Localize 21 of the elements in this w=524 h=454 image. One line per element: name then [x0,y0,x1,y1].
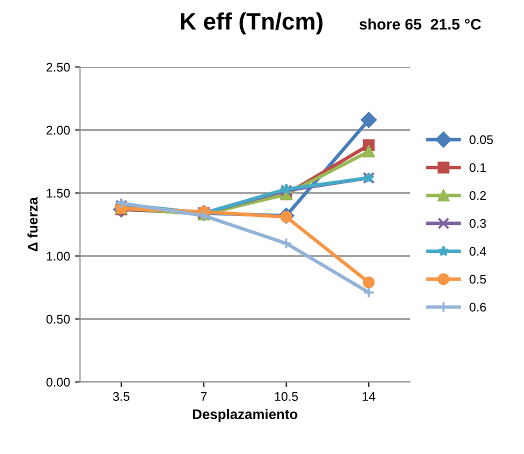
x-tick-label: 14 [362,392,376,401]
y-tick-label: 2.50 [46,62,70,72]
legend-label: 0.05 [470,135,493,144]
chart-subtitle: shore 65 21.5 °C [359,18,481,30]
x-tick-label: 3.5 [113,392,130,401]
legend-label: 0.4 [470,246,486,256]
legend-label: 0.2 [470,191,486,200]
chart-title: K eff (Tn/cm) [180,12,322,34]
legend-label: 0.6 [470,302,486,312]
y-tick-label: 0.50 [46,314,70,324]
y-tick-label: 0.00 [46,378,70,387]
x-axis-title: Desplazamiento [193,408,298,422]
x-tick-label: 10.5 [275,392,298,401]
y-axis-title: Δ fuerza [27,197,38,252]
legend-label: 0.3 [470,219,486,228]
y-tick-label: 1.50 [46,188,70,198]
y-tick-label: 2.00 [46,126,70,135]
x-tick-label: 7 [200,392,207,401]
legend-label: 0.5 [470,274,486,284]
legend-label: 0.1 [470,163,486,172]
y-tick-label: 1.00 [46,252,70,261]
